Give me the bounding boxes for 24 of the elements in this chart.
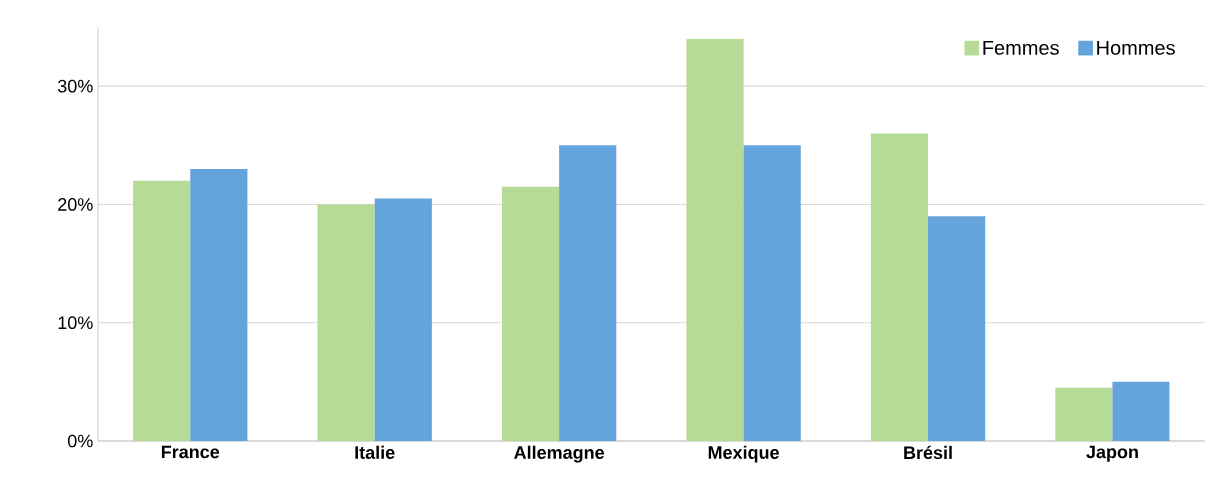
x-tick-label: Allemagne [514, 445, 605, 463]
bar [133, 180, 191, 441]
bar [374, 198, 432, 441]
bar [190, 168, 248, 441]
bar [1055, 387, 1113, 441]
legend-label: Femmes [983, 40, 1059, 55]
x-tick-label: France [161, 445, 220, 459]
bar [317, 204, 375, 441]
y-tick-label: 30% [57, 79, 93, 93]
x-tick-label: Japon [1086, 445, 1138, 462]
y-tick-label: 0% [67, 434, 93, 448]
x-tick-label: Brésil [904, 445, 952, 460]
bar [501, 186, 560, 441]
bar [686, 38, 744, 441]
legend-label: Hommes [1097, 40, 1175, 55]
bar [559, 145, 617, 441]
y-tick-label: 20% [58, 198, 93, 211]
x-tick-label: Mexique [708, 445, 779, 463]
bar [743, 145, 801, 441]
bar [870, 133, 929, 441]
y-tick-label: 10% [58, 316, 93, 330]
x-tick-label: Italie [355, 445, 395, 459]
bar [1112, 381, 1170, 441]
bar [928, 216, 986, 441]
